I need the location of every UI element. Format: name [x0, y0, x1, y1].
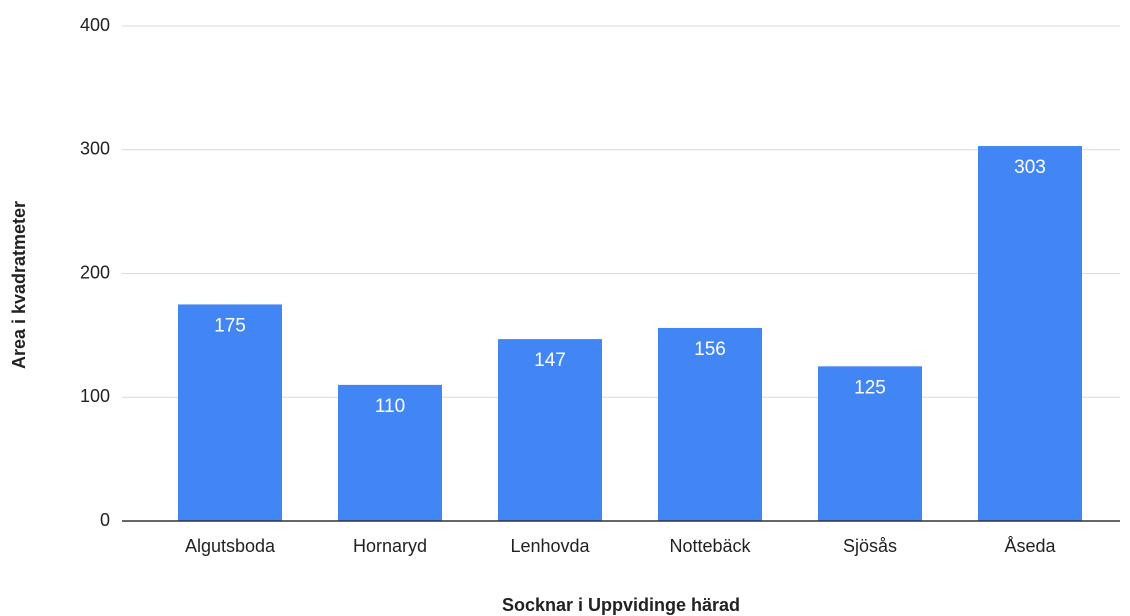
x-tick-label: Algutsboda [185, 536, 276, 556]
y-axis-title: Area i kvadratmeter [9, 201, 29, 369]
bar [978, 146, 1082, 521]
bar [498, 339, 602, 521]
data-label: 303 [1014, 157, 1046, 178]
y-tick-label: 100 [80, 386, 110, 406]
data-label: 110 [375, 396, 405, 417]
data-label: 156 [694, 339, 726, 360]
x-tick-label: Sjösås [843, 536, 897, 556]
x-tick-label: Nottebäck [669, 536, 751, 556]
x-tick-label: Hornaryd [353, 536, 427, 556]
bar [818, 366, 922, 521]
bar [658, 327, 762, 521]
bar [178, 304, 282, 521]
x-tick-label: Lenhovda [510, 536, 590, 556]
y-tick-label: 400 [80, 15, 110, 35]
x-tick-label: Åseda [1004, 536, 1056, 556]
data-label: 175 [214, 315, 246, 336]
data-label: 147 [534, 350, 566, 371]
x-axis-title: Socknar i Uppvidinge härad [502, 595, 740, 615]
data-label: 125 [854, 377, 886, 398]
y-tick-label: 300 [80, 139, 110, 159]
y-tick-label: 0 [100, 510, 110, 530]
bar [338, 384, 442, 521]
y-tick-label: 200 [80, 262, 110, 282]
